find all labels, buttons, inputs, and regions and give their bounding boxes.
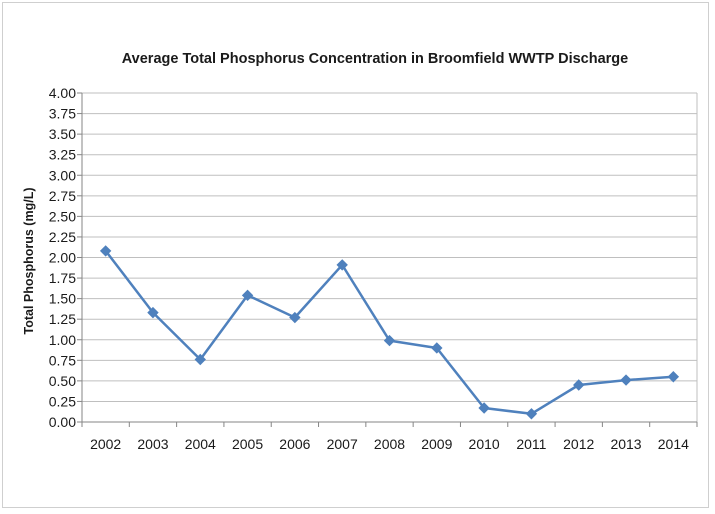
data-point	[194, 353, 206, 366]
x-tick-label: 2003	[137, 436, 168, 452]
x-tick-label: 2010	[469, 436, 500, 452]
y-tick-label: 0.50	[49, 373, 76, 389]
data-point	[573, 379, 585, 391]
data-point	[383, 334, 396, 347]
y-tick-label: 2.50	[49, 208, 76, 224]
data-point	[667, 371, 680, 383]
data-point	[620, 374, 632, 386]
line-chart: Average Total Phosphorus Concentration i…	[22, 51, 698, 452]
data-point	[99, 245, 112, 257]
x-tick-label: 2014	[658, 436, 689, 452]
y-tick-label: 1.25	[49, 311, 76, 327]
y-tick-label: 2.75	[49, 188, 76, 204]
y-tick-label: 2.25	[49, 229, 76, 245]
data-point	[525, 408, 538, 420]
x-tick-label: 2012	[563, 436, 594, 452]
chart-frame: Average Total Phosphorus Concentration i…	[2, 2, 709, 508]
y-tick-label: 0.00	[49, 414, 76, 430]
y-tick-label: 3.25	[49, 147, 76, 163]
x-tick-label: 2004	[185, 436, 216, 452]
data-point	[336, 259, 348, 271]
data-point	[241, 289, 254, 302]
y-tick-label: 0.25	[49, 393, 76, 409]
y-tick-label: 3.00	[49, 167, 76, 183]
chart-title: Average Total Phosphorus Concentration i…	[122, 51, 628, 67]
x-tick-label: 2006	[279, 436, 310, 452]
y-tick-label: 3.75	[49, 106, 76, 122]
y-tick-label: 1.75	[49, 270, 76, 286]
x-tick-label: 2013	[610, 436, 641, 452]
data-point	[431, 342, 443, 354]
x-tick-label: 2011	[516, 436, 546, 452]
plot-area: 0.00 0.25 0.50 0.75 1.00 1.25 1.50 1.75 2.00 2.25…	[49, 85, 698, 452]
data-point	[289, 311, 301, 324]
x-tick-label: 2009	[421, 436, 452, 452]
y-tick-label: 0.75	[49, 352, 76, 368]
x-tick-label: 2005	[232, 436, 263, 452]
y-tick-label: 2.00	[49, 250, 76, 266]
y-axis-label: Total Phosphorus (mg/L)	[22, 188, 36, 335]
x-tick-label: 2008	[374, 436, 405, 452]
x-tick-label: 2002	[90, 436, 121, 452]
y-tick-label: 1.00	[49, 332, 76, 348]
y-tick-label: 1.50	[49, 291, 76, 307]
data-point	[478, 402, 490, 414]
series-line	[104, 250, 674, 416]
y-tick-label: 3.50	[49, 126, 76, 142]
data-point	[147, 306, 159, 319]
y-tick-label: 4.00	[49, 85, 76, 101]
x-tick-label: 2007	[327, 436, 358, 452]
